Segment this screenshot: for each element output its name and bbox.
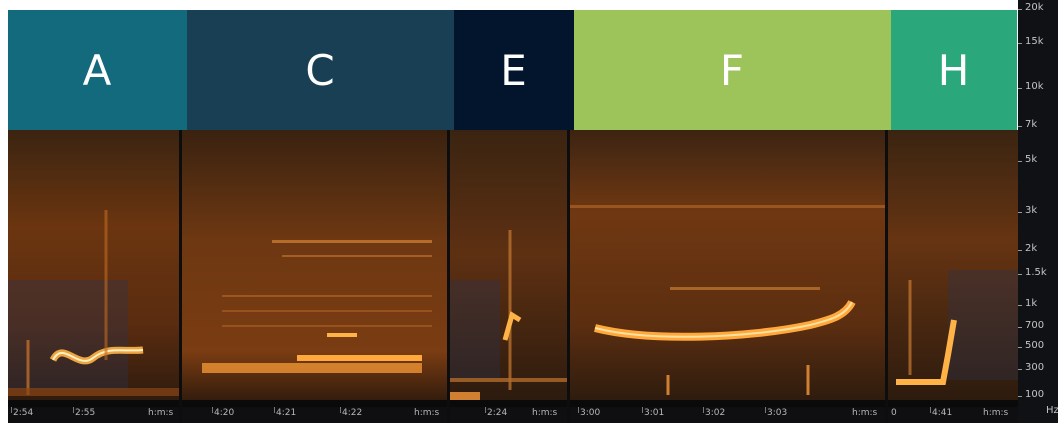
panel-e-tick: 2:24 bbox=[487, 408, 508, 418]
panel-h-header: H bbox=[891, 10, 1017, 130]
freq-tick-label: 7k bbox=[1025, 119, 1038, 130]
freq-tick-label: 1.5k bbox=[1025, 267, 1047, 278]
freq-tick-label: 5k bbox=[1025, 154, 1038, 165]
panel-e-spectrogram bbox=[450, 130, 567, 407]
panel-f-tick-unit: h:m:s bbox=[852, 408, 878, 418]
panel-a-tick: 2:54 bbox=[13, 408, 34, 418]
panel-divider bbox=[447, 130, 450, 423]
panel-e-time-axis: 2:24 h:m:s bbox=[450, 407, 567, 423]
panel-e-label: E bbox=[500, 45, 528, 95]
panel-a-tick: 2:55 bbox=[75, 408, 96, 418]
panel-e-header: E bbox=[454, 10, 574, 130]
panel-c-header: C bbox=[187, 10, 454, 130]
panel-a-tick-unit: h:m:s bbox=[148, 408, 174, 418]
panel-a-label: A bbox=[82, 45, 113, 95]
panel-divider bbox=[567, 130, 570, 423]
panel-a-time-axis: 2:54 2:55 h:m:s bbox=[8, 407, 179, 423]
freq-unit-label: Hz bbox=[1046, 405, 1058, 416]
panel-c-label: C bbox=[305, 45, 336, 95]
freq-tick-label: 2k bbox=[1025, 243, 1038, 254]
panel-e-spectrogram-image bbox=[450, 130, 567, 407]
freq-tick-label: 100 bbox=[1025, 389, 1045, 400]
frequency-axis: 20k 15k 10k 7k 5k 3k 2k 1.5k 1k 700 500 … bbox=[1018, 0, 1058, 423]
panel-e-tick-unit: h:m:s bbox=[532, 408, 558, 418]
panel-h-time-axis: 0 4:41 h:m:s bbox=[888, 407, 1018, 423]
panel-f-spectrogram bbox=[570, 130, 885, 407]
freq-tick-label: 3k bbox=[1025, 205, 1038, 216]
panel-c-spectrogram bbox=[182, 130, 447, 407]
panel-h-tick: 4:41 bbox=[932, 408, 953, 418]
panel-h-tick: 0 bbox=[891, 408, 897, 418]
panel-f-tick: 3:01 bbox=[644, 408, 665, 418]
panel-h-spectrogram-image bbox=[888, 130, 1018, 407]
panel-f-tick: 3:00 bbox=[580, 408, 601, 418]
panel-divider bbox=[179, 130, 182, 423]
panel-f-label: F bbox=[719, 45, 746, 95]
panel-f-header: F bbox=[574, 10, 891, 130]
panel-a-header: A bbox=[8, 10, 187, 130]
panel-c-tick: 4:22 bbox=[342, 408, 363, 418]
panel-f-tick: 3:03 bbox=[767, 408, 788, 418]
panel-f-spectrogram-image bbox=[570, 130, 885, 407]
panel-a-spectrogram-image bbox=[8, 130, 179, 407]
freq-tick-label: 500 bbox=[1025, 340, 1045, 351]
freq-tick-label: 15k bbox=[1025, 36, 1044, 47]
panel-c-tick: 4:21 bbox=[276, 408, 297, 418]
freq-tick-label: 300 bbox=[1025, 362, 1045, 373]
freq-tick-label: 700 bbox=[1025, 320, 1045, 331]
panel-a-spectrogram bbox=[8, 130, 179, 407]
panel-c-tick: 4:20 bbox=[214, 408, 235, 418]
panel-h-spectrogram bbox=[888, 130, 1018, 407]
panel-divider bbox=[885, 130, 888, 423]
panel-c-time-axis: 4:20 4:21 4:22 h:m:s bbox=[182, 407, 447, 423]
freq-tick-label: 10k bbox=[1025, 81, 1044, 92]
panel-c-spectrogram-image bbox=[182, 130, 447, 407]
panel-f-tick: 3:02 bbox=[705, 408, 726, 418]
panel-h-label: H bbox=[937, 45, 971, 95]
panel-f-time-axis: 3:00 3:01 3:02 3:03 h:m:s bbox=[570, 407, 885, 423]
panel-h-tick-unit: h:m:s bbox=[983, 408, 1009, 418]
freq-tick-label: 20k bbox=[1025, 2, 1044, 13]
panel-c-tick-unit: h:m:s bbox=[414, 408, 440, 418]
freq-tick-label: 1k bbox=[1025, 298, 1038, 309]
